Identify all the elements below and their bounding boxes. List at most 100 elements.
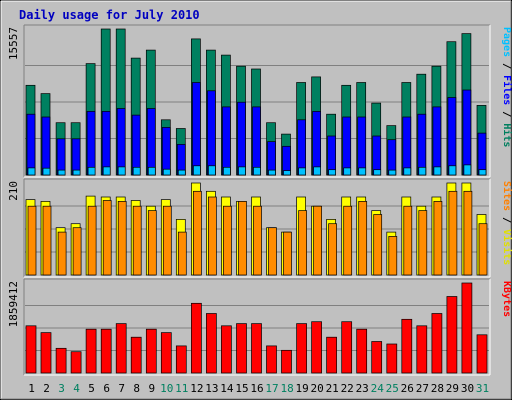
bar-pages-30: [463, 164, 472, 176]
day-label-7: 7: [118, 382, 125, 395]
bar-pages-28: [433, 166, 442, 176]
day-label-14: 14: [220, 382, 234, 395]
day-label-1: 1: [28, 382, 35, 395]
bar-pages-27: [418, 166, 427, 176]
bar-sites-18: [283, 231, 292, 276]
bar-pages-6: [102, 166, 111, 176]
bar-sites-25: [388, 236, 398, 276]
day-label-4: 4: [73, 382, 80, 395]
bar-sites-29: [448, 190, 458, 276]
day-label-17: 17: [265, 382, 278, 395]
bar-kbytes-19: [296, 323, 307, 374]
bar-pages-13: [208, 165, 216, 176]
legend-part: /: [501, 57, 512, 75]
bar-files-1: [26, 113, 36, 176]
bar-sites-24: [373, 214, 383, 276]
bar-kbytes-15: [236, 323, 247, 374]
bar-kbytes-13: [206, 313, 217, 374]
bar-kbytes-8: [130, 336, 142, 374]
legend-part: Visits: [501, 229, 512, 265]
bar-kbytes-3: [55, 347, 67, 374]
day-label-16: 16: [250, 382, 263, 395]
day-label-5: 5: [88, 382, 95, 395]
day-label-30: 30: [461, 382, 474, 395]
bar-pages-29: [448, 165, 457, 176]
bar-pages-26: [403, 167, 412, 176]
legend-hits: Pages / Files / Hits: [501, 27, 512, 147]
bar-kbytes-14: [221, 325, 232, 374]
bar-kbytes-9: [145, 328, 157, 374]
bar-kbytes-23: [356, 328, 368, 374]
day-label-26: 26: [401, 382, 414, 395]
ymax-label-kbytes: 1859412: [7, 281, 20, 327]
bar-kbytes-11: [175, 345, 187, 374]
bar-sites-27: [418, 210, 428, 276]
bar-kbytes-24: [371, 341, 383, 374]
bar-kbytes-27: [416, 325, 428, 374]
bar-kbytes-6: [100, 328, 112, 374]
bar-pages-23: [358, 167, 367, 176]
bar-sites-19: [298, 210, 307, 276]
day-label-28: 28: [431, 382, 444, 395]
bar-pages-16: [253, 166, 261, 176]
day-label-9: 9: [148, 382, 155, 395]
bar-files-5: [86, 111, 96, 176]
day-label-8: 8: [133, 382, 140, 395]
bar-files-14: [222, 106, 231, 176]
day-label-13: 13: [205, 382, 218, 395]
bar-files-26: [402, 116, 412, 176]
bar-pages-3: [57, 169, 66, 176]
bar-sites-16: [253, 205, 262, 276]
bar-pages-20: [313, 166, 321, 176]
bar-files-10: [161, 127, 171, 176]
bar-sites-31: [478, 223, 488, 276]
day-label-20: 20: [310, 382, 323, 395]
bar-sites-12: [193, 190, 202, 276]
bar-kbytes-12: [191, 302, 202, 374]
day-label-24: 24: [371, 382, 385, 395]
bar-pages-12: [193, 165, 201, 176]
bar-kbytes-30: [461, 282, 473, 374]
bar-sites-5: [87, 205, 97, 276]
bar-files-29: [447, 97, 457, 176]
bar-sites-30: [463, 190, 473, 276]
day-label-6: 6: [103, 382, 110, 395]
bar-kbytes-2: [40, 332, 52, 374]
bar-pages-25: [388, 169, 397, 176]
bar-kbytes-18: [281, 349, 292, 374]
bar-pages-31: [478, 169, 487, 176]
bar-pages-17: [268, 169, 276, 176]
bar-sites-28: [433, 201, 443, 276]
bar-kbytes-10: [160, 332, 172, 374]
bar-kbytes-26: [401, 318, 413, 374]
day-label-27: 27: [416, 382, 429, 395]
bar-sites-26: [403, 205, 413, 276]
bar-kbytes-17: [266, 345, 277, 374]
bar-files-6: [101, 111, 111, 176]
bar-kbytes-22: [341, 321, 353, 374]
legend-part: KBytes: [501, 281, 512, 317]
day-label-31: 31: [476, 382, 489, 395]
ymax-label-hits: 15557: [7, 27, 20, 60]
bar-sites-11: [177, 231, 187, 276]
legend-kbytes: KBytes: [501, 281, 512, 317]
bar-files-24: [372, 135, 382, 176]
day-label-18: 18: [280, 382, 293, 395]
bar-kbytes-4: [70, 351, 82, 374]
bar-pages-5: [87, 166, 96, 176]
legend-visits: Sites / Visits: [501, 181, 512, 265]
bar-sites-23: [358, 201, 368, 276]
bar-files-15: [237, 101, 246, 176]
bar-pages-18: [283, 170, 291, 176]
bar-files-12: [192, 82, 201, 176]
bar-sites-9: [147, 210, 157, 276]
legend-part: Pages: [501, 27, 512, 57]
bar-files-8: [131, 114, 141, 176]
day-label-21: 21: [326, 382, 339, 395]
bar-kbytes-5: [85, 328, 97, 374]
bar-kbytes-21: [326, 336, 337, 374]
bar-pages-21: [328, 169, 336, 176]
bar-sites-6: [102, 200, 112, 276]
bar-kbytes-7: [115, 323, 127, 374]
bar-files-4: [71, 138, 81, 176]
